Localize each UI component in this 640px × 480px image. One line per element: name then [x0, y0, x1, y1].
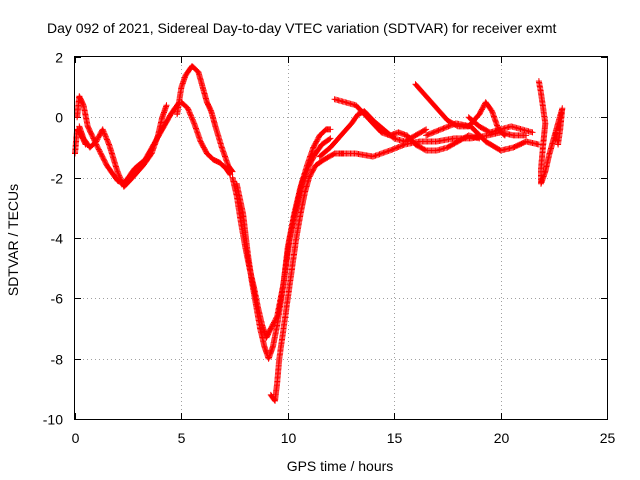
- x-tick-label: 5: [178, 430, 186, 446]
- y-tick-label: -2: [51, 171, 64, 187]
- series-track-k: [338, 129, 530, 160]
- point-markers: [338, 129, 530, 160]
- x-tick-label: 25: [600, 430, 616, 446]
- x-axis-label: GPS time / hours: [287, 458, 394, 474]
- y-tick-label: -6: [51, 291, 64, 307]
- y-tick-label: -10: [43, 412, 63, 428]
- y-axis-label: SDTVAR / TECUs: [5, 184, 21, 296]
- series-track-m: [423, 120, 542, 154]
- point-markers: [267, 150, 347, 404]
- series-track-o: [535, 78, 566, 187]
- point-markers: [465, 114, 536, 136]
- y-tick-label: -4: [51, 231, 64, 247]
- y-tick-label: 0: [55, 110, 63, 126]
- y-tick-label: -8: [51, 352, 64, 368]
- point-markers: [174, 63, 236, 175]
- point-markers: [535, 78, 566, 187]
- series-track-d: [174, 63, 236, 175]
- series-track-e: [178, 99, 234, 178]
- series-track-n: [465, 114, 536, 136]
- point-markers: [233, 135, 334, 362]
- series-track-h: [267, 150, 347, 404]
- series-track-g: [233, 135, 334, 362]
- chart-title: Day 092 of 2021, Sidereal Day-to-day VTE…: [47, 20, 556, 36]
- data-points: [72, 63, 566, 404]
- x-tick-label: 15: [387, 430, 403, 446]
- point-markers: [76, 102, 170, 190]
- series-track-b: [76, 102, 170, 190]
- grid-lines: [75, 57, 607, 419]
- plot-frame: [74, 56, 608, 420]
- point-markers: [178, 99, 234, 178]
- x-tick-label: 0: [72, 430, 80, 446]
- x-tick-label: 10: [281, 430, 297, 446]
- y-tick-label: 2: [55, 50, 63, 66]
- x-tick-label: 20: [494, 430, 510, 446]
- point-markers: [423, 120, 542, 154]
